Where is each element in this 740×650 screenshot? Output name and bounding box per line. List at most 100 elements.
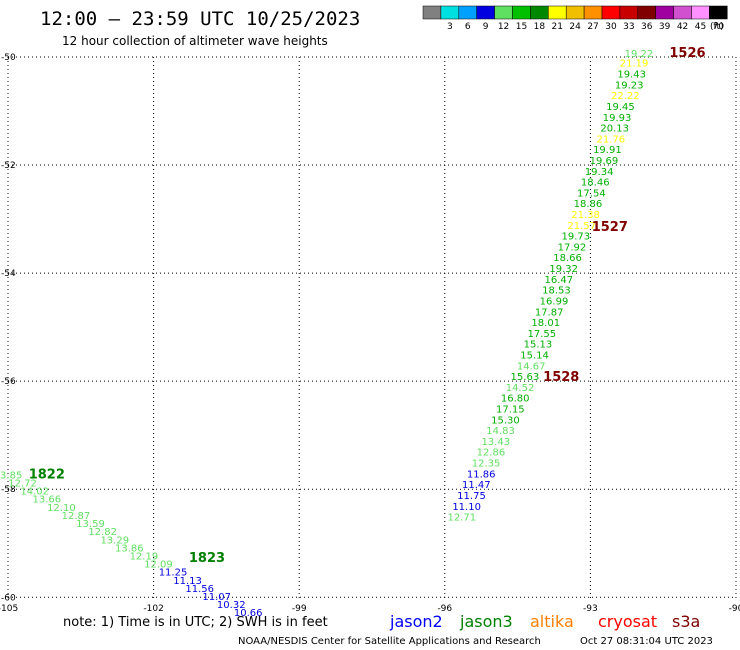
wave-height-value: 16.99 (540, 296, 569, 307)
wave-height-value: 18.01 (531, 318, 560, 329)
satellite-legend-cryosat: cryosat (598, 612, 657, 631)
y-tick-label: -54 (1, 269, 16, 279)
wave-height-value: 18.86 (574, 199, 603, 210)
wave-height-value: 10.32 (217, 600, 246, 611)
colorbar-swatch (476, 5, 495, 20)
grid-lines (7, 56, 737, 600)
colorbar-swatch (673, 5, 692, 20)
wave-height-value: 18.53 (542, 286, 571, 297)
wave-height-value: 21.38 (571, 210, 600, 221)
colorbar-swatch (619, 5, 639, 20)
pass-number-label: 1526 (669, 46, 705, 61)
pass-number-label: 1822 (29, 467, 65, 482)
footer-credit: NOAA/NESDIS Center for Satellite Applica… (238, 636, 541, 647)
y-axis-ticks: -50 -52 -54 -56 -58 -60 (1, 53, 16, 603)
colorbar-swatch (655, 5, 674, 20)
wave-height-value: 17.55 (528, 329, 557, 340)
wave-height-value: 13.66 (33, 495, 62, 506)
wave-height-value: 12.10 (47, 503, 76, 514)
wave-height-value: 19.73 (562, 232, 591, 243)
x-tick-label: -102 (143, 604, 163, 614)
wave-height-value: 12.09 (144, 560, 173, 571)
colorbar-swatch (458, 5, 477, 20)
wave-height-value: 19.45 (606, 102, 635, 113)
satellite-legend-jason2: jason2 (389, 612, 443, 631)
footer-timestamp: Oct 27 08:31:04 UTC 2023 (580, 636, 713, 647)
colorbar-swatch (494, 5, 513, 20)
x-tick-label: -96 (437, 604, 452, 614)
colorbar-tick-label: 36 (641, 22, 653, 32)
wave-height-value: 14.52 (506, 383, 535, 394)
x-tick-label: -90 (729, 604, 740, 614)
wave-height-value: 11.86 (467, 469, 496, 480)
wave-height-value: 17.54 (577, 188, 606, 199)
wave-height-value: 17.15 (496, 405, 525, 416)
wave-height-value: 19.43 (617, 70, 646, 81)
x-tick-label: -99 (292, 604, 307, 614)
wave-height-value: 18.66 (553, 253, 582, 264)
colorbar-tick-label: 45 (695, 22, 706, 32)
wave-height-value: 17.87 (535, 307, 564, 318)
colorbar-tick-label: 33 (623, 22, 634, 32)
wave-height-value: 15.30 (491, 415, 520, 426)
colorbar-swatch (691, 5, 710, 20)
wave-height-value: 15.63 (511, 372, 540, 383)
wave-height-value: 19.32 (549, 264, 578, 275)
satellite-legend-s3a: s3a (672, 612, 700, 631)
plot-area: -105-102-99-96-93-90 -50-52-54-56-58-60 … (0, 46, 740, 619)
wave-height-value: 11.47 (462, 480, 491, 491)
colorbar-tick-label: 39 (659, 22, 671, 32)
wave-height-value: 20.13 (600, 124, 629, 135)
wave-height-value: 19.69 (590, 156, 619, 167)
wave-height-value: 11.75 (457, 491, 486, 502)
colorbar: 3 6 9 12 15 18 21 24 27 30 33 36 39 42 45 70 (422, 5, 728, 32)
wave-height-value: 12.87 (62, 511, 91, 522)
wave-height-value: 14.67 (517, 361, 546, 372)
wave-height-value: 13.59 (76, 519, 105, 530)
colorbar-tick-label: 18 (534, 22, 546, 32)
wave-height-value: 13.86 (115, 543, 144, 554)
colorbar-swatch (440, 5, 460, 20)
wave-height-value: 22.22 (611, 91, 640, 102)
wave-height-labels: 19.2221.1919.4319.2322.2219.4519.9320.13… (0, 49, 653, 619)
colorbar-swatch (637, 5, 656, 20)
wave-height-value: 21.19 (620, 59, 649, 70)
y-tick-label: -60 (1, 593, 16, 603)
wave-height-value: 12.86 (477, 448, 506, 459)
wave-height-value: 15.13 (524, 340, 553, 351)
colorbar-swatch (422, 5, 442, 20)
wave-height-value: 18.46 (581, 178, 610, 189)
satellite-legend: jason2 jason3 altika cryosat s3a (389, 612, 700, 631)
colorbar-swatch (512, 5, 531, 20)
wave-height-value: 16.80 (501, 394, 530, 405)
wave-height-value: 12.19 (130, 551, 159, 562)
pass-number-label: 1823 (189, 551, 225, 566)
wave-height-value: 13.29 (100, 535, 129, 546)
colorbar-unit: (ft) (710, 22, 724, 32)
pass-labels: 1526 1527 1528 1822 1823 (29, 46, 706, 566)
wave-height-value: 14.83 (486, 426, 515, 437)
page-title: 12:00 – 23:59 UTC 10/25/2023 (40, 8, 360, 30)
colorbar-tick-label: 15 (516, 22, 527, 32)
x-tick-label: -105 (0, 604, 18, 614)
y-tick-label: -56 (1, 377, 16, 387)
colorbar-tick-label: 27 (587, 22, 598, 32)
colorbar-tick-label: 24 (569, 22, 581, 32)
wave-height-value: 14.02 (20, 487, 49, 498)
colorbar-swatch (530, 5, 549, 20)
wave-height-value: 12.71 (447, 513, 476, 524)
wave-height-value: 12.72 (8, 479, 37, 490)
wave-height-value: 19.93 (603, 113, 632, 124)
wave-height-value: 16.47 (545, 275, 574, 286)
colorbar-tick-label: 70 (713, 22, 725, 32)
colorbar-tick-label: 6 (465, 22, 471, 32)
colorbar-tick-label: 21 (552, 22, 563, 32)
x-axis-ticks: -105 -102 -99 -96 -93 -90 (0, 604, 740, 614)
wave-height-value: 15.14 (520, 350, 549, 361)
wave-height-value: 12.35 (472, 459, 501, 470)
y-tick-label: -58 (1, 485, 16, 495)
footer-note: note: 1) Time is in UTC; 2) SWH is in fe… (63, 615, 328, 630)
wave-height-value: 10.66 (234, 608, 263, 619)
wave-height-value: 11.25 (159, 568, 188, 579)
